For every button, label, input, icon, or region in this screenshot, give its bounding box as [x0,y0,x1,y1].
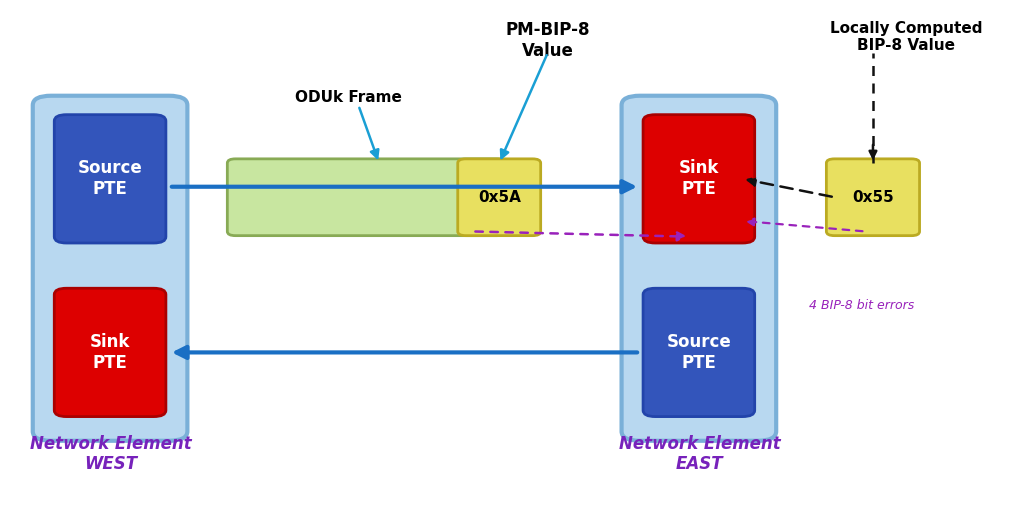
Text: Locally Computed
BIP-8 Value: Locally Computed BIP-8 Value [830,21,982,54]
Text: Sink
PTE: Sink PTE [90,333,130,372]
Text: Sink
PTE: Sink PTE [679,159,719,198]
FancyBboxPatch shape [643,288,755,417]
FancyBboxPatch shape [643,115,755,243]
FancyBboxPatch shape [622,96,776,441]
Text: 0x55: 0x55 [852,190,894,205]
FancyBboxPatch shape [826,159,920,236]
Text: Network Element
WEST: Network Element WEST [30,434,191,473]
FancyBboxPatch shape [227,159,505,236]
Text: Source
PTE: Source PTE [78,159,142,198]
Text: Source
PTE: Source PTE [667,333,731,372]
Text: 4 BIP-8 bit errors: 4 BIP-8 bit errors [809,299,914,311]
Text: 0x5A: 0x5A [478,190,520,205]
FancyBboxPatch shape [54,115,166,243]
Text: Network Element
EAST: Network Element EAST [618,434,780,473]
Text: PM-BIP-8
Value: PM-BIP-8 Value [506,21,590,60]
FancyBboxPatch shape [458,159,541,236]
FancyBboxPatch shape [33,96,187,441]
Text: ODUk Frame: ODUk Frame [295,90,401,105]
FancyBboxPatch shape [54,288,166,417]
